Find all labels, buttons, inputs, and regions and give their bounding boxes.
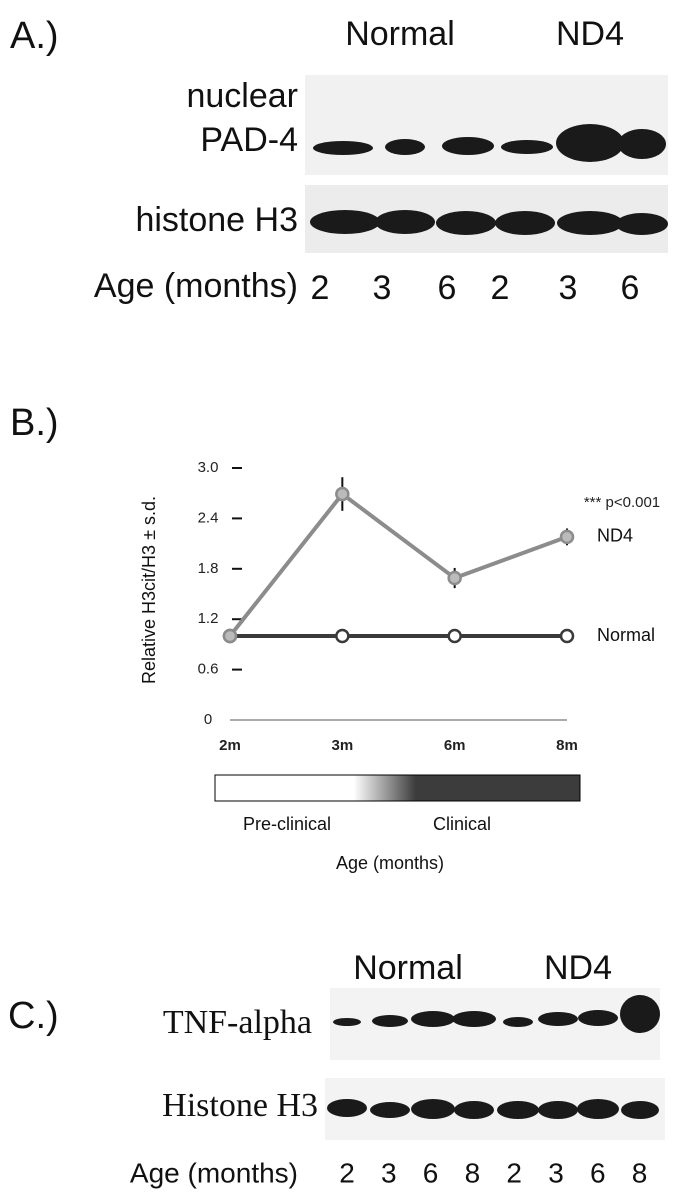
x-tick-label: 2m [219, 737, 241, 754]
panel-label: C.) [8, 995, 59, 1037]
y-tick-label: 1.2 [198, 610, 219, 627]
y-tick-label: 0 [204, 711, 212, 728]
lane-label: 3 [373, 269, 392, 307]
row-label: TNF-alpha [163, 1004, 312, 1041]
y-tick-label: 3.0 [198, 459, 219, 476]
lane-label: 6 [438, 269, 457, 307]
lane-label: 2 [339, 1157, 355, 1188]
panel-label: B.) [10, 402, 59, 444]
axis-label: Age (months) [94, 267, 298, 305]
lane-label: 3 [559, 269, 578, 307]
x-tick-label: 3m [331, 737, 353, 754]
row-label: histone H3 [135, 201, 298, 239]
row-label: nuclear [186, 77, 298, 115]
blot-bands [310, 124, 668, 235]
series-label: Normal [597, 625, 655, 645]
data-point [335, 486, 350, 502]
annotation: *** p<0.001 [584, 494, 660, 511]
group-label: Normal [353, 949, 463, 987]
data-point [559, 628, 575, 644]
y-tick-label: 1.8 [198, 560, 219, 577]
stage-label: Clinical [433, 814, 491, 834]
blot-bands [327, 995, 660, 1119]
group-label: ND4 [556, 15, 624, 53]
lane-label: 2 [506, 1157, 522, 1188]
data-point [222, 628, 238, 644]
series-line [228, 491, 568, 638]
x-tick-label: 8m [556, 737, 578, 754]
stage-bar [214, 774, 581, 802]
group-label: Normal [345, 15, 455, 53]
x-axis-title: Age (months) [336, 853, 444, 873]
axis-label: Age (months) [130, 1157, 298, 1188]
blot [305, 75, 668, 175]
y-axis-title: Relative H3cit/H3 ± s.d. [139, 496, 159, 684]
lane-label: 6 [590, 1157, 606, 1188]
stage-label: Pre-clinical [243, 814, 331, 834]
lane-label: 2 [311, 269, 330, 307]
series-label: ND4 [597, 526, 633, 546]
row-label: Histone H3 [162, 1087, 318, 1124]
data-point [335, 628, 350, 644]
lane-label: 3 [548, 1157, 564, 1188]
lane-label: 6 [621, 269, 640, 307]
panel-label: A.) [10, 15, 59, 57]
lane-label: 8 [632, 1157, 648, 1188]
data-point [447, 628, 462, 644]
lane-label: 6 [423, 1157, 439, 1188]
lane-label: 8 [465, 1157, 481, 1188]
x-tick-label: 6m [444, 737, 466, 754]
group-label: ND4 [544, 949, 612, 987]
y-tick-label: 0.6 [198, 661, 219, 678]
lane-label: 2 [491, 269, 510, 307]
y-tick-label: 2.4 [198, 509, 219, 526]
row-label: PAD-4 [200, 121, 298, 159]
data-point [559, 529, 575, 545]
lane-label: 3 [381, 1157, 397, 1188]
data-point [447, 570, 462, 586]
